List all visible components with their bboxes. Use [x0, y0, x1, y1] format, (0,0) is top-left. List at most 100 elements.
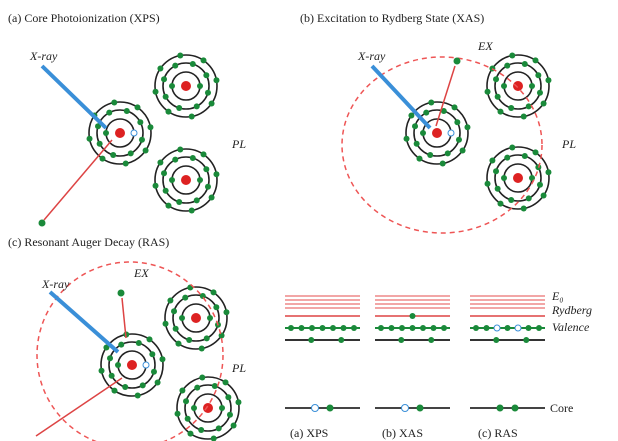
electron: [497, 201, 503, 207]
electron: [190, 155, 196, 161]
electron: [122, 384, 128, 390]
electron: [149, 351, 155, 357]
hole: [402, 405, 409, 412]
electron: [521, 205, 527, 211]
electron: [207, 315, 213, 321]
electron: [219, 405, 225, 411]
electron: [404, 136, 410, 142]
electron: [485, 89, 491, 95]
electron: [189, 207, 195, 213]
level-label: Core: [550, 401, 573, 415]
electron: [203, 166, 209, 172]
electron: [521, 113, 527, 119]
level-label: Valence: [552, 320, 590, 334]
electron: [341, 325, 347, 331]
electron: [512, 405, 519, 412]
electron: [179, 387, 185, 393]
electron: [440, 160, 446, 166]
electron: [155, 380, 161, 386]
hole: [143, 362, 149, 368]
electron: [173, 326, 179, 332]
hole: [448, 130, 454, 136]
electron: [541, 101, 547, 107]
electron: [454, 119, 460, 125]
electron: [115, 362, 121, 368]
electron: [99, 368, 105, 374]
electron: [541, 193, 547, 199]
electron: [201, 151, 207, 157]
electron: [118, 290, 125, 297]
electron: [157, 65, 163, 71]
pl-label: PL: [231, 137, 246, 151]
electron: [399, 325, 405, 331]
electron: [194, 103, 200, 109]
electron: [473, 325, 479, 331]
electron: [508, 197, 514, 203]
electron: [338, 337, 344, 343]
electron: [508, 105, 514, 111]
electron: [111, 388, 117, 394]
electron: [536, 325, 542, 331]
electron: [417, 405, 424, 412]
electron: [537, 182, 543, 188]
electron: [529, 83, 535, 89]
electron: [147, 336, 153, 342]
electron: [209, 101, 215, 107]
electron: [109, 373, 115, 379]
electron: [153, 89, 159, 95]
electron: [408, 112, 414, 118]
electron: [163, 94, 169, 100]
level-label: Rydberg: [551, 303, 592, 317]
electron: [177, 147, 183, 153]
electron: [107, 355, 113, 361]
electron: [194, 197, 200, 203]
panel-title: (b) Excitation to Rydberg State (XAS): [300, 11, 484, 25]
electron: [504, 63, 510, 69]
electron: [197, 177, 203, 183]
electron: [123, 160, 129, 166]
electron: [526, 325, 532, 331]
electron: [504, 155, 510, 161]
hole: [312, 405, 319, 412]
ex-label: EX: [133, 266, 149, 280]
electron: [199, 345, 205, 351]
electron: [464, 124, 470, 130]
hole: [131, 130, 137, 136]
electron: [398, 337, 404, 343]
electron: [225, 394, 231, 400]
column-label: (a) XPS: [290, 426, 328, 440]
electron: [169, 83, 175, 89]
electron: [176, 199, 182, 205]
electron: [213, 77, 219, 83]
electron: [205, 90, 211, 96]
electron: [526, 103, 532, 109]
electron: [140, 382, 146, 388]
electron: [128, 150, 134, 156]
nucleus: [432, 128, 442, 138]
electron: [191, 405, 197, 411]
electron: [118, 342, 124, 348]
electron: [135, 392, 141, 398]
electron: [427, 152, 433, 158]
electron: [412, 123, 418, 129]
electron: [177, 53, 183, 59]
electron: [533, 57, 539, 63]
electron: [501, 175, 507, 181]
electron: [485, 181, 491, 187]
electron: [533, 149, 539, 155]
electron: [179, 315, 185, 321]
electron: [431, 325, 437, 331]
nucleus: [513, 81, 523, 91]
electron: [211, 289, 217, 295]
electron: [139, 137, 145, 143]
nucleus: [203, 403, 213, 413]
electron: [106, 110, 112, 116]
electron: [497, 109, 503, 115]
electron: [110, 152, 116, 158]
nucleus: [191, 313, 201, 323]
electron: [223, 379, 229, 385]
electron: [231, 423, 237, 429]
electron: [203, 72, 209, 78]
electron: [445, 150, 451, 156]
electron: [183, 398, 189, 404]
